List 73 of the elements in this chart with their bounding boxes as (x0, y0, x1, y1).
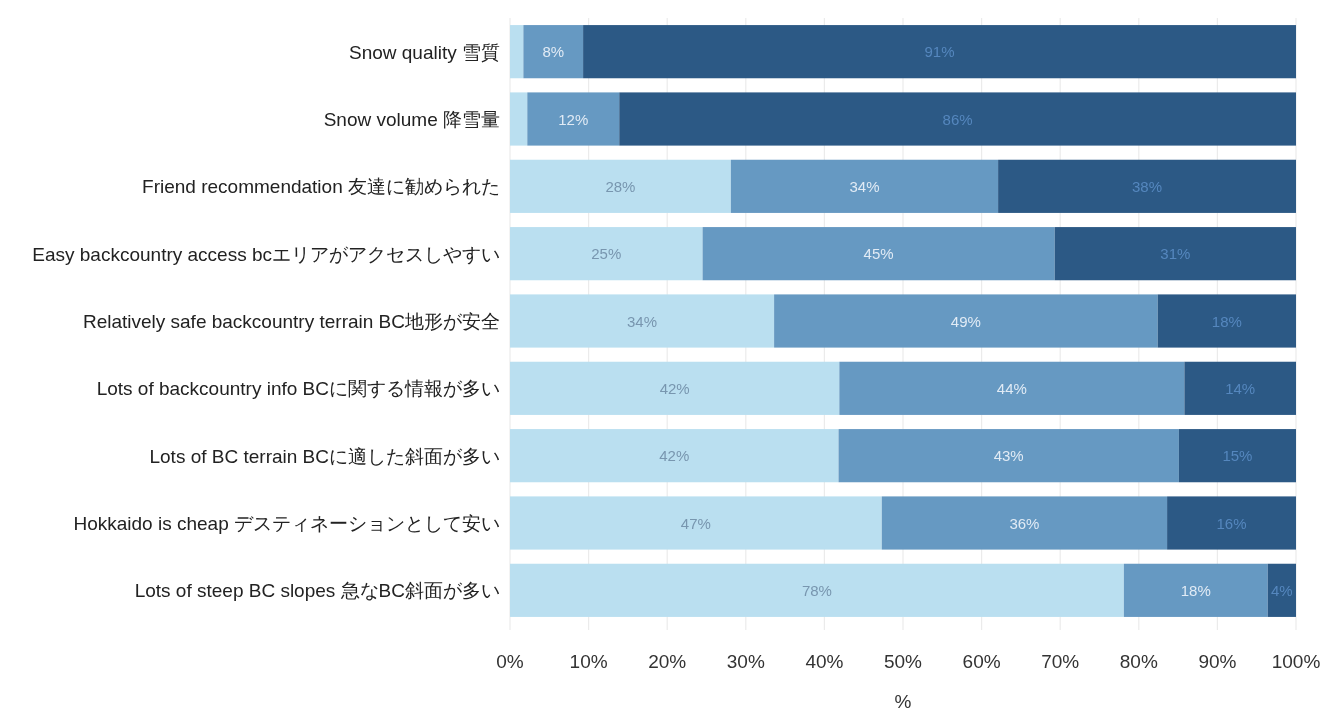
bar (510, 429, 839, 483)
data-label: 47% (680, 514, 711, 532)
bar (839, 361, 1185, 415)
data-label: 28% (605, 177, 636, 195)
bar (510, 159, 731, 213)
data-label: 49% (950, 312, 981, 330)
y-tick-label: Relatively safe backcountry terrain BC地形が安全 (82, 311, 500, 332)
y-tick-label: Lots of BC terrain BCに適した斜面が多い (149, 445, 500, 467)
data-label: 8% (542, 43, 565, 61)
bar (510, 361, 840, 415)
x-tick-label: 30% (726, 651, 765, 672)
x-tick-label: 100% (1271, 651, 1321, 672)
data-label: 31% (1160, 245, 1191, 263)
data-label: 42% (659, 379, 690, 397)
bar (1178, 429, 1296, 483)
bar (1184, 361, 1296, 415)
data-label: 42% (659, 447, 690, 465)
y-tick-label: Snow volume 降雪量 (323, 109, 500, 130)
data-label: 34% (849, 177, 880, 195)
bar (702, 227, 1055, 281)
bar (510, 496, 882, 550)
bar (1167, 496, 1296, 550)
bar (523, 25, 584, 79)
data-label: 78% (801, 581, 832, 599)
bar (1123, 563, 1268, 617)
x-tick-label: 70% (1041, 651, 1080, 672)
x-tick-label: 50% (883, 651, 923, 672)
data-label: 12% (558, 110, 589, 128)
data-label: 18% (1211, 312, 1242, 330)
y-tick-label: Lots of backcountry info BCに関する情報が多い (96, 378, 500, 400)
y-tick-label: Easy backcountry access bcエリアがアクセスしやすい (32, 243, 500, 265)
bar (619, 92, 1296, 146)
bar (527, 92, 620, 146)
x-tick-label: 40% (805, 651, 844, 672)
bar (510, 563, 1124, 617)
bar (774, 294, 1158, 348)
data-label: 4% (1271, 581, 1293, 599)
x-tick-label: 80% (1119, 651, 1158, 672)
x-tick-label: 20% (648, 651, 687, 672)
data-label: 86% (942, 110, 973, 128)
y-tick-label: Snow quality 雪質 (348, 41, 500, 63)
data-label: 25% (591, 245, 622, 263)
y-tick-label: Lots of steep BC slopes 急なBC斜面が多い (134, 580, 500, 602)
data-label: 45% (863, 245, 894, 263)
bar (510, 25, 524, 79)
bar (510, 294, 775, 348)
x-axis-title: % (894, 691, 912, 711)
data-label: 91% (924, 43, 955, 61)
data-label: 14% (1225, 379, 1256, 397)
data-label: 18% (1180, 581, 1211, 599)
bar (510, 227, 703, 281)
bar (1267, 563, 1296, 617)
x-tick-label: 0% (496, 651, 524, 672)
y-tick-label: Hokkaido is cheap デスティネーションとして安い (73, 513, 500, 534)
bar (838, 429, 1179, 483)
data-label: 36% (1009, 514, 1040, 532)
data-label: 43% (993, 447, 1024, 465)
bar (881, 496, 1168, 550)
x-tick-label: 10% (569, 651, 608, 672)
x-tick-label: 90% (1198, 651, 1237, 672)
y-tick-label: Friend recommendation 友達に勧められた (142, 176, 500, 198)
bar (730, 159, 999, 213)
data-label: 34% (627, 312, 658, 330)
bar (1054, 227, 1296, 281)
data-label: 38% (1132, 177, 1163, 195)
data-label: 15% (1222, 447, 1253, 465)
data-label: 16% (1216, 514, 1247, 532)
x-tick-label: 60% (962, 651, 1001, 672)
bar (583, 25, 1296, 79)
bar (1157, 294, 1296, 348)
bar (998, 159, 1296, 213)
bar (510, 92, 528, 146)
data-label: 44% (996, 379, 1027, 397)
